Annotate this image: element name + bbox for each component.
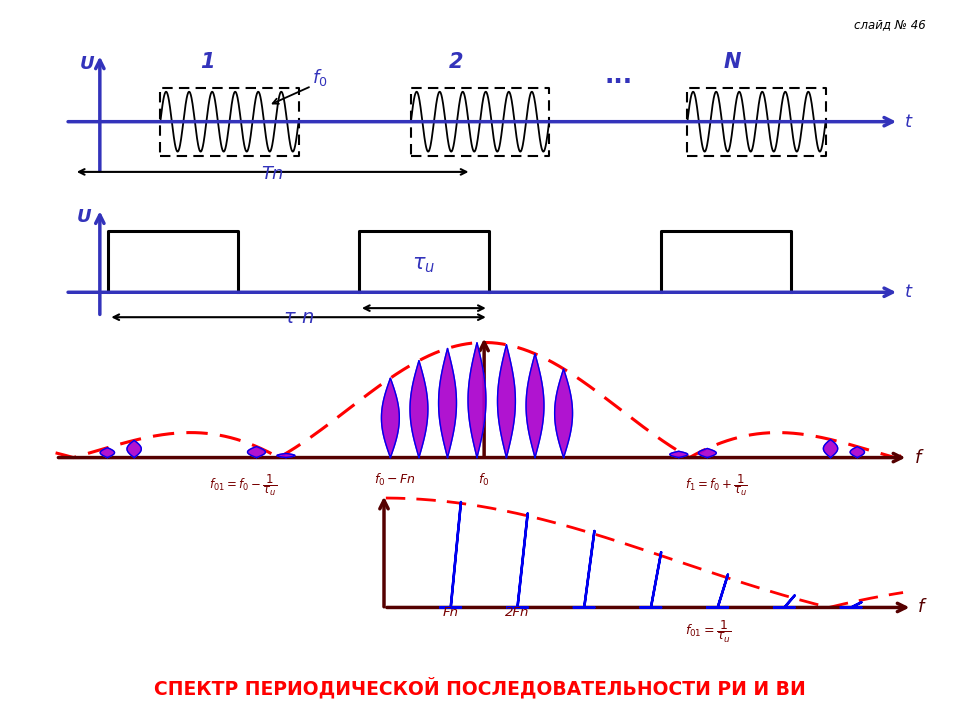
Text: 1: 1 (201, 53, 215, 72)
Text: $f_0$: $f_0$ (478, 472, 490, 488)
Text: Fn: Fn (443, 606, 459, 619)
Text: f: f (915, 449, 921, 467)
Text: $f_{01}=\dfrac{1}{\tau_u}$: $f_{01}=\dfrac{1}{\tau_u}$ (685, 619, 732, 645)
Polygon shape (381, 378, 399, 458)
Text: f: f (918, 598, 924, 616)
Text: $f_0$: $f_0$ (311, 67, 327, 88)
Polygon shape (699, 449, 716, 458)
Polygon shape (248, 446, 265, 458)
Text: t: t (905, 113, 912, 131)
Text: $f_{01}=f_0-\dfrac{1}{\tau_u}$: $f_{01}=f_0-\dfrac{1}{\tau_u}$ (209, 472, 277, 498)
Text: U: U (80, 55, 94, 73)
Polygon shape (410, 361, 428, 458)
Text: U: U (77, 208, 91, 226)
Polygon shape (555, 369, 572, 458)
Polygon shape (277, 454, 295, 458)
Text: $f_1=f_0+\dfrac{1}{\tau_u}$: $f_1=f_0+\dfrac{1}{\tau_u}$ (684, 472, 748, 498)
Polygon shape (670, 451, 687, 458)
Polygon shape (526, 354, 544, 458)
Polygon shape (100, 448, 114, 458)
Text: слайд № 46: слайд № 46 (854, 18, 926, 31)
Text: $f_0-Fn$: $f_0-Fn$ (373, 472, 416, 488)
Text: $Tn$: $Tn$ (261, 166, 284, 184)
Text: N: N (724, 53, 741, 72)
Text: $\tau\ n$: $\tau\ n$ (283, 308, 314, 327)
Polygon shape (824, 439, 838, 458)
Polygon shape (851, 446, 864, 458)
Polygon shape (468, 343, 486, 458)
Polygon shape (439, 348, 456, 458)
Text: 2: 2 (448, 53, 463, 72)
Polygon shape (127, 441, 141, 458)
Text: ...: ... (604, 64, 633, 88)
Text: $\tau_u$: $\tau_u$ (412, 255, 436, 275)
Text: t: t (905, 283, 912, 301)
Text: 2Fn: 2Fn (505, 606, 530, 619)
Polygon shape (497, 345, 516, 458)
Text: СПЕКТР ПЕРИОДИЧЕСКОЙ ПОСЛЕДОВАТЕЛЬНОСТИ РИ И ВИ: СПЕКТР ПЕРИОДИЧЕСКОЙ ПОСЛЕДОВАТЕЛЬНОСТИ … (155, 677, 805, 698)
